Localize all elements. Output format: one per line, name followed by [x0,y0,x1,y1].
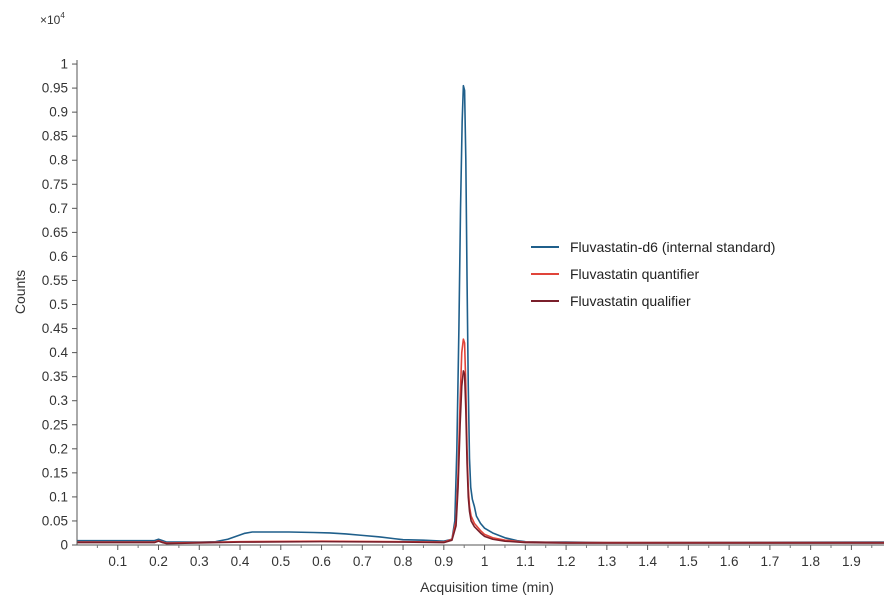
y-tick-label: 0.35 [42,369,68,384]
series-line-3 [77,370,884,545]
y-axis-title: Counts [12,270,28,314]
x-tick-label: 1.4 [638,554,657,569]
x-tick-label: 1.6 [720,554,739,569]
y-tick-label: 1 [60,57,68,72]
y-tick-label: 0.95 [42,81,68,96]
y-tick-label: 0.8 [49,153,68,168]
x-tick-label: 0.2 [149,554,168,569]
series-line-1 [77,84,884,544]
y-tick-label: 0.3 [49,393,68,408]
y-tick-label: 0.2 [49,441,68,456]
y-tick-label: 0.15 [42,465,68,480]
x-tick-label: 0.8 [394,554,413,569]
y-tick-label: 0.6 [49,249,68,264]
y-tick-label: 0.7 [49,201,68,216]
x-tick-label: 1 [481,554,489,569]
y-tick-label: 0.75 [42,177,68,192]
y-tick-label: 0.05 [42,513,68,528]
y-ticks: 0 0.05 0.1 0.15 0.2 0.25 0.3 0.35 0.4 0.45 0.5 0.55… [42,57,77,553]
x-tick-label: 1.9 [842,554,861,569]
y-tick-label: 0.4 [49,345,68,360]
y-tick-label: 0.65 [42,225,68,240]
plot-lines [77,84,884,545]
y-multiplier-exponent: 4 [60,11,65,20]
y-tick-label: 0.1 [49,489,68,504]
series-line-2 [77,338,884,544]
y-tick-label: 0.25 [42,417,68,432]
y-tick-label: 0 [60,538,68,553]
legend-label: Fluvastatin quantifier [570,266,700,282]
x-tick-label: 0.4 [231,554,250,569]
x-tick-label: 0.9 [434,554,453,569]
x-tick-label: 0.3 [190,554,209,569]
x-tick-label: 0.5 [271,554,290,569]
y-tick-label: 0.9 [49,105,68,120]
x-tick-label: 0.1 [108,554,127,569]
y-tick-label: 0.45 [42,321,68,336]
x-tick-label: 0.6 [312,554,331,569]
x-ticks: 0.1 0.2 0.3 0.4 0.5 0.6 0.7 0.8 0.9 1 1.1 1.2 1.3 1.4… [96,545,873,569]
x-tick-label: 1.3 [597,554,616,569]
legend: Fluvastatin-d6 (internal standard) Fluvas… [531,239,775,309]
x-tick-label: 1.8 [801,554,820,569]
x-axis-title: Acquisition time (min) [420,579,554,595]
legend-label: Fluvastatin qualifier [570,293,691,309]
x-tick-label: 1.7 [760,554,779,569]
y-multiplier-base: ×10 [40,13,61,27]
x-tick-label: 1.5 [679,554,698,569]
legend-label: Fluvastatin-d6 (internal standard) [570,239,775,255]
y-tick-label: 0.85 [42,129,68,144]
x-tick-label: 1.2 [557,554,576,569]
axes: 0 0.05 0.1 0.15 0.2 0.25 0.3 0.35 0.4 0.45 0.5 0.55… [42,57,884,569]
x-tick-label: 0.7 [353,554,372,569]
y-tick-label: 0.5 [49,297,68,312]
x-tick-label: 1.1 [516,554,535,569]
y-axis-multiplier: ×104 [40,11,65,27]
y-tick-label: 0.55 [42,273,68,288]
